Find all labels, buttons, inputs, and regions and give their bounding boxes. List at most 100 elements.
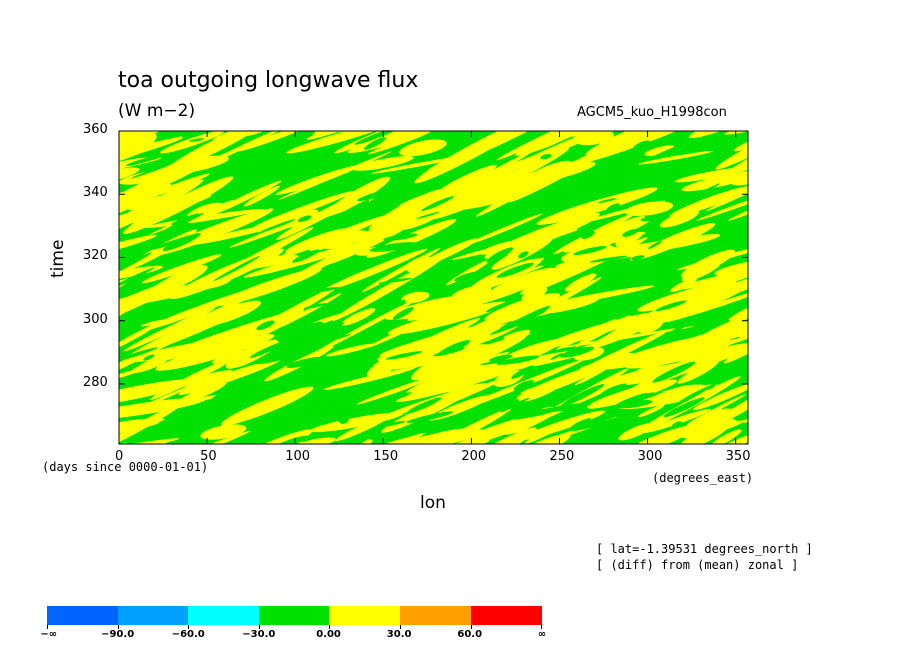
negative-anomaly-streak (130, 163, 173, 179)
positive-anomaly-streak (139, 173, 210, 201)
positive-anomaly-streak (310, 297, 420, 356)
negative-anomaly-streak (511, 365, 535, 379)
negative-anomaly-streak (597, 198, 617, 204)
y-tick-label: 300 (83, 311, 108, 327)
negative-anomaly-streak (119, 347, 158, 362)
negative-anomaly-streak (332, 199, 370, 222)
positive-anomaly-streak (665, 288, 748, 323)
latitude-note: [ lat=-1.39531 degrees_north ] (596, 542, 813, 556)
colorbar-label: 0.00 (316, 629, 341, 640)
negative-anomaly-streak (381, 420, 406, 427)
negative-anomaly-streak (663, 397, 705, 418)
positive-anomaly-streak (581, 131, 702, 163)
negative-anomaly-streak (559, 346, 595, 358)
positive-anomaly-streak (137, 107, 178, 133)
positive-anomaly-streak (531, 160, 571, 176)
positive-anomaly-streak (416, 238, 478, 268)
positive-anomaly-streak (123, 307, 216, 352)
positive-anomaly-streak (395, 369, 512, 403)
x-tick-label: 350 (725, 449, 751, 464)
negative-anomaly-streak (508, 407, 560, 420)
negative-anomaly-streak (158, 235, 172, 242)
colorbar-tick (258, 625, 260, 629)
positive-anomaly-streak (643, 408, 711, 433)
positive-anomaly-streak (521, 285, 548, 303)
colorbar-tick (400, 625, 401, 629)
negative-anomaly-streak (573, 246, 607, 255)
positive-anomaly-streak (768, 252, 797, 272)
positive-anomaly-streak (225, 339, 279, 369)
negative-anomaly-streak (560, 383, 605, 407)
axis-ticks (118, 130, 748, 444)
positive-anomaly-streak (243, 241, 370, 278)
negative-anomaly-streak (276, 334, 299, 342)
y-tick-label: 280 (83, 374, 108, 390)
positive-anomaly-streak (414, 131, 533, 184)
positive-anomaly-streak (352, 156, 414, 171)
negative-anomaly-streak (673, 183, 721, 208)
negative-anomaly-streak (287, 330, 334, 345)
negative-anomaly-streak (518, 251, 529, 259)
negative-anomaly-streak (406, 411, 454, 423)
positive-anomaly-streak (479, 239, 523, 255)
negative-anomaly-streak (377, 277, 413, 284)
positive-anomaly-streak (221, 386, 314, 426)
x-axis-units: (degrees_east) (652, 471, 754, 485)
negative-anomaly-streak (630, 255, 645, 261)
colorbar-label: −60.0 (171, 629, 205, 640)
negative-anomaly-streak (513, 380, 534, 391)
negative-anomaly-streak (662, 248, 707, 267)
colorbar-tick (470, 625, 472, 629)
positive-anomaly-streak (692, 381, 748, 411)
positive-anomaly-streak (119, 167, 140, 184)
positive-anomaly-streak (706, 167, 748, 212)
positive-anomaly-streak (276, 293, 342, 329)
negative-anomaly-streak (356, 188, 398, 202)
positive-anomaly-streak (119, 131, 185, 152)
negative-anomaly-streak (334, 342, 350, 347)
positive-anomaly-streak (734, 131, 748, 152)
negative-anomaly-streak (676, 385, 711, 405)
positive-anomaly-streak (119, 324, 156, 351)
positive-anomaly-streak (341, 308, 376, 326)
heatmap-field (119, 107, 797, 444)
positive-anomaly-streak (309, 412, 404, 433)
negative-anomaly-streak (478, 159, 492, 169)
positive-anomaly-streak (341, 432, 426, 444)
positive-anomaly-streak (387, 301, 508, 335)
negative-anomaly-streak (162, 233, 201, 252)
positive-anomaly-streak (515, 131, 605, 156)
negative-anomaly-streak (342, 438, 368, 444)
negative-anomaly-streak (188, 138, 204, 142)
positive-anomaly-streak (323, 367, 416, 390)
positive-anomaly-streak (676, 244, 748, 271)
negative-anomaly-streak (489, 319, 528, 335)
positive-anomaly-streak (131, 430, 251, 444)
negative-anomaly-streak (575, 166, 619, 191)
negative-anomaly-streak (167, 221, 189, 235)
y-axis-label: time (48, 239, 68, 278)
positive-anomaly-streak (672, 261, 748, 291)
negative-anomaly-streak (610, 418, 640, 432)
dataset-label: AGCM5_kuo_H1998con (577, 105, 727, 120)
negative-anomaly-streak (589, 255, 628, 263)
negative-anomaly-streak (706, 383, 716, 390)
positive-anomaly-streak (299, 437, 336, 444)
positive-anomaly-streak (414, 377, 507, 417)
positive-anomaly-streak (696, 183, 748, 221)
positive-anomaly-streak (681, 261, 721, 282)
positive-anomaly-streak (669, 185, 748, 218)
positive-anomaly-streak (723, 324, 748, 364)
chart-units: (W m−2) (118, 101, 196, 121)
negative-anomaly-streak (499, 397, 530, 413)
positive-anomaly-streak (565, 273, 597, 292)
negative-anomaly-streak (489, 354, 513, 362)
y-tick-label: 360 (83, 122, 108, 137)
negative-anomaly-streak (280, 321, 324, 337)
positive-anomaly-streak (119, 364, 156, 393)
positive-anomaly-streak (443, 186, 534, 211)
positive-anomaly-streak (367, 316, 435, 348)
positive-anomaly-streak (728, 171, 748, 186)
negative-anomaly-streak (119, 267, 156, 290)
